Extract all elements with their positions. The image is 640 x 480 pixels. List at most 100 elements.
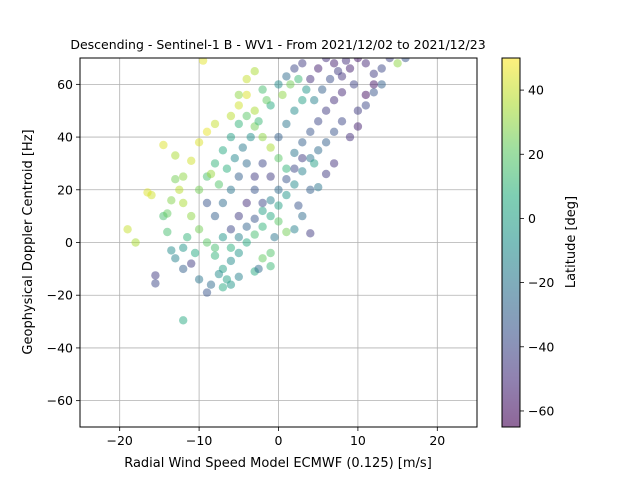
scatter-point bbox=[401, 58, 410, 63]
scatter-point bbox=[314, 117, 323, 126]
scatter-point bbox=[290, 225, 299, 234]
scatter-point bbox=[254, 264, 263, 274]
scatter-point bbox=[234, 172, 243, 181]
scatter-point bbox=[202, 127, 212, 136]
scatter-point bbox=[298, 138, 307, 147]
colorbar-gradient bbox=[502, 58, 520, 427]
scatter-point bbox=[345, 64, 355, 73]
scatter-point bbox=[171, 175, 180, 184]
scatter-point bbox=[226, 243, 236, 252]
scatter-point bbox=[226, 185, 236, 194]
scatter-point bbox=[274, 201, 283, 210]
scatter-point bbox=[278, 90, 287, 100]
scatter-point bbox=[377, 80, 386, 89]
scatter-point bbox=[258, 206, 267, 216]
scatter-point bbox=[258, 198, 267, 208]
scatter-point bbox=[242, 222, 251, 231]
y-tick-label: −60 bbox=[47, 393, 73, 408]
chart-title: Descending - Sentinel-1 B - WV1 - From 2… bbox=[70, 37, 485, 52]
scatter-point bbox=[258, 132, 267, 142]
scatter-point bbox=[179, 316, 188, 325]
scatter-point bbox=[210, 251, 220, 260]
scatter-point bbox=[353, 122, 363, 131]
scatter-point bbox=[306, 74, 315, 84]
colorbar-tick-label: −20 bbox=[528, 275, 554, 290]
x-tick-label: −20 bbox=[107, 433, 133, 448]
scatter-point bbox=[290, 180, 299, 189]
scatter-point bbox=[310, 96, 319, 105]
scatter-point bbox=[198, 58, 208, 65]
scatter-point bbox=[337, 117, 347, 126]
scatter-point bbox=[274, 217, 283, 226]
y-tick-label: 60 bbox=[57, 77, 73, 92]
scatter-point bbox=[298, 167, 307, 176]
scatter-point bbox=[210, 159, 220, 168]
colorbar-tick-label: 20 bbox=[528, 147, 544, 162]
colorbar-tick-label: −60 bbox=[528, 403, 554, 418]
scatter-points bbox=[123, 58, 410, 325]
scatter-point bbox=[151, 271, 160, 280]
scatter-point bbox=[218, 233, 228, 242]
scatter-point bbox=[242, 198, 251, 208]
scatter-point bbox=[258, 254, 267, 263]
scatter-point bbox=[222, 275, 232, 284]
scatter-point bbox=[202, 198, 212, 208]
scatter-point bbox=[325, 74, 335, 84]
scatter-point bbox=[250, 230, 259, 239]
colorbar-frame bbox=[501, 57, 521, 428]
scatter-point bbox=[218, 283, 228, 292]
scatter-point bbox=[290, 148, 299, 158]
scatter-point bbox=[314, 64, 323, 73]
scatter-point bbox=[298, 96, 307, 105]
scatter-point bbox=[179, 172, 188, 181]
scatter-point bbox=[234, 119, 243, 129]
scatter-point bbox=[321, 58, 331, 63]
scatter-point bbox=[341, 58, 351, 65]
scatter-point bbox=[282, 190, 291, 200]
scatter-point bbox=[282, 72, 291, 81]
scatter-point bbox=[349, 80, 359, 89]
scatter-point bbox=[306, 185, 315, 194]
scatter-point bbox=[321, 169, 331, 179]
scatter-point bbox=[250, 185, 259, 194]
scatter-point bbox=[230, 154, 239, 163]
scatter-point bbox=[321, 138, 331, 147]
scatter-point bbox=[314, 183, 323, 192]
scatter-point bbox=[222, 164, 232, 173]
scatter-point bbox=[187, 211, 196, 221]
scatter-point bbox=[202, 288, 212, 297]
scatter-point bbox=[302, 85, 311, 94]
scatter-point bbox=[250, 172, 259, 181]
colorbar-tick-label: −40 bbox=[528, 339, 554, 354]
scatter-point bbox=[270, 233, 279, 242]
scatter-point bbox=[266, 248, 275, 258]
scatter-point bbox=[369, 88, 378, 97]
scatter-point bbox=[167, 246, 176, 255]
x-axis-label: Radial Wind Speed Model ECMWF (0.125) [m… bbox=[124, 456, 432, 471]
scatter-point bbox=[242, 74, 251, 84]
y-tick-label: 0 bbox=[65, 235, 73, 250]
scatter-point bbox=[210, 119, 220, 129]
scatter-point bbox=[163, 227, 172, 237]
scatter-point bbox=[306, 229, 315, 238]
scatter-point bbox=[290, 164, 299, 173]
scatter-point bbox=[266, 262, 275, 271]
scatter-point bbox=[274, 132, 283, 142]
scatter-point bbox=[151, 279, 160, 288]
scatter-point bbox=[206, 280, 216, 289]
scatter-point bbox=[274, 185, 283, 194]
scatter-point bbox=[310, 159, 319, 168]
scatter-point bbox=[369, 80, 378, 89]
scatter-point bbox=[194, 225, 204, 234]
scatter-point bbox=[250, 106, 259, 115]
scatter-point bbox=[226, 132, 236, 142]
scatter-point bbox=[329, 96, 339, 105]
scatter-point bbox=[266, 196, 275, 205]
scatter-point bbox=[194, 185, 204, 194]
scatter-point bbox=[206, 169, 216, 179]
scatter-point bbox=[286, 80, 295, 89]
scatter-point bbox=[393, 59, 402, 68]
scatter-point bbox=[266, 172, 275, 181]
x-tick-label: 10 bbox=[350, 433, 366, 448]
